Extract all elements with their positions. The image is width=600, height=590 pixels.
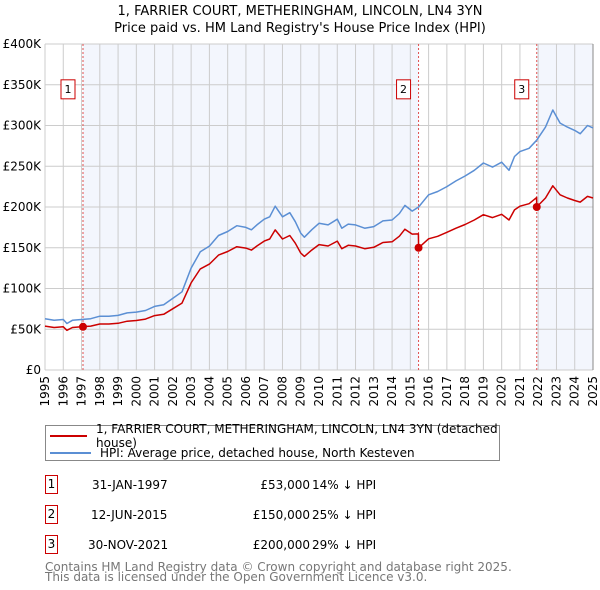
y-tick-label: £200K <box>3 200 43 214</box>
x-tick-label: 2009 <box>294 376 308 407</box>
x-tick-label: 2003 <box>184 376 198 407</box>
legend-label: 1, FARRIER COURT, METHERINGHAM, LINCOLN,… <box>96 422 498 450</box>
sale-label-number: 2 <box>400 83 407 96</box>
x-tick-label: 1999 <box>111 376 125 407</box>
sale-hpi-diff: 14% ↓ HPI <box>312 478 377 492</box>
x-tick-label: 1997 <box>75 376 89 407</box>
x-tick-label: 2002 <box>166 376 180 407</box>
x-tick-label: 2020 <box>495 376 509 407</box>
sale-date: 31-JAN-1997 <box>92 478 168 492</box>
x-tick-label: 2021 <box>513 376 527 407</box>
legend-swatch-red <box>50 435 88 437</box>
sale-hpi-diff: 25% ↓ HPI <box>312 508 377 522</box>
y-tick-label: £250K <box>3 159 43 173</box>
sale-number: 2 <box>45 505 58 524</box>
sale-label-box: 2 <box>396 79 412 100</box>
y-tick-label: £150K <box>3 241 43 255</box>
sale-price: £200,000 <box>252 538 310 552</box>
property-price-line <box>44 185 594 332</box>
x-tick-label: 2011 <box>330 376 344 407</box>
sale-row: 2 12-JUN-2015 £150,000 25% ↓ HPI <box>45 505 465 525</box>
sale-label-border <box>514 79 530 100</box>
sale-price: £53,000 <box>260 478 310 492</box>
x-tick-label: 2017 <box>440 376 454 407</box>
sale-label-number: 3 <box>518 83 525 96</box>
sale-price: £150,000 <box>252 508 310 522</box>
hpi-line <box>44 109 594 325</box>
x-tick-label: 2014 <box>385 376 399 407</box>
footer-copyright: Contains HM Land Registry data © Crown c… <box>45 560 512 574</box>
legend-label: HPI: Average price, detached house, Nort… <box>100 446 415 460</box>
sale-label-box: 1 <box>60 79 76 100</box>
sale-number: 3 <box>45 535 58 554</box>
footer-licence: This data is licensed under the Open Gov… <box>45 570 428 584</box>
x-tick-label: 2001 <box>148 376 162 407</box>
x-tick-label: 1998 <box>93 376 107 407</box>
x-tick-label: 2015 <box>403 376 417 407</box>
chart-title: 1, FARRIER COURT, METHERINGHAM, LINCOLN,… <box>117 4 483 19</box>
sale-hpi-diff: 29% ↓ HPI <box>312 538 377 552</box>
x-tick-label: 2018 <box>458 376 472 407</box>
price-chart: £0 £50K £100K £150K £200K £250K £300K £350K £400… <box>3 37 600 407</box>
sale-label-number: 1 <box>64 83 71 96</box>
legend-item-property: 1, FARRIER COURT, METHERINGHAM, LINCOLN,… <box>50 422 499 450</box>
sale-date: 30-NOV-2021 <box>88 538 169 552</box>
x-tick-label: 2000 <box>129 376 143 407</box>
legend-item-hpi: HPI: Average price, detached house, Nort… <box>50 445 415 461</box>
sale-point <box>78 322 87 331</box>
x-tick-label: 2025 <box>586 376 600 407</box>
sale-row: 3 30-NOV-2021 £200,000 29% ↓ HPI <box>45 535 465 555</box>
x-tick-label: 2004 <box>202 376 216 407</box>
sale-label-border <box>396 79 412 100</box>
y-tick-label: £0 <box>26 363 41 377</box>
sale-row: 1 31-JAN-1997 £53,000 14% ↓ HPI <box>45 475 465 495</box>
y-tick-label: £100K <box>3 282 43 296</box>
sale-point <box>532 203 541 211</box>
y-tick-label: £350K <box>3 78 43 92</box>
x-tick-label: 2012 <box>349 376 363 407</box>
sale-date: 12-JUN-2015 <box>91 508 168 522</box>
x-tick-label: 2019 <box>476 376 490 407</box>
x-tick-label: 2022 <box>531 376 545 407</box>
y-tick-label: £300K <box>3 119 43 133</box>
x-tick-label: 2024 <box>568 376 582 407</box>
x-tick-label: 2023 <box>549 376 563 407</box>
x-tick-label: 2016 <box>422 376 436 407</box>
x-tick-label: 2013 <box>367 376 381 407</box>
x-tick-label: 2010 <box>312 376 326 407</box>
x-tick-label: 1996 <box>56 376 70 407</box>
x-tick-label: 1995 <box>38 376 52 407</box>
sale-label-border <box>60 79 76 100</box>
sale-label-box: 3 <box>514 79 530 100</box>
x-tick-label: 2006 <box>239 376 253 407</box>
legend-swatch-blue <box>50 452 91 454</box>
chart-legend: 1, FARRIER COURT, METHERINGHAM, LINCOLN,… <box>45 422 500 461</box>
x-tick-label: 2005 <box>221 376 235 407</box>
x-tick-label: 2007 <box>257 376 271 407</box>
x-tick-label: 2008 <box>275 376 289 407</box>
sale-point <box>414 243 423 252</box>
sale-number: 1 <box>45 475 58 494</box>
chart-subtitle: Price paid vs. HM Land Registry's House … <box>114 21 486 36</box>
y-tick-label: £400K <box>3 37 43 51</box>
y-tick-label: £50K <box>10 322 42 336</box>
